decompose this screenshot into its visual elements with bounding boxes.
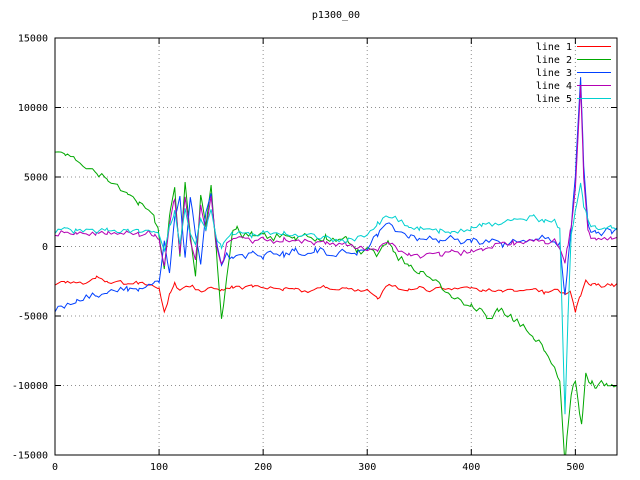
series-line-4: [55, 85, 617, 267]
chart-title: p1300_00: [311, 10, 361, 21]
series-line-2: [55, 151, 617, 455]
y-tick-label: -5000: [18, 312, 48, 323]
legend-entry: line 5: [536, 94, 611, 105]
series-line-1: [55, 275, 617, 314]
y-tick-label: 5000: [24, 173, 48, 184]
legend-label: line 5: [536, 94, 572, 105]
legend-entry: line 1: [536, 42, 611, 53]
legend-label: line 1: [536, 42, 572, 53]
legend-entry: line 3: [536, 68, 611, 79]
legend-label: line 2: [536, 55, 572, 66]
x-tick-label: 500: [566, 462, 584, 473]
y-tick-label: 0: [42, 242, 48, 253]
legend-label: line 4: [536, 81, 572, 92]
series-line-3: [55, 77, 617, 313]
y-tick-label: -15000: [12, 451, 48, 462]
series-group: [55, 77, 617, 455]
y-tick-label: 15000: [18, 34, 48, 45]
legend-label: line 3: [536, 68, 572, 79]
legend-entry: line 2: [536, 55, 611, 66]
legend: line 1 line 2 line 3 line 4 line 5: [536, 42, 611, 105]
x-tick-label: 300: [358, 462, 376, 473]
x-tick-label: 100: [150, 462, 168, 473]
x-tick-label: 0: [52, 462, 58, 473]
y-tick-label: -10000: [12, 381, 48, 392]
x-tick-label: 400: [462, 462, 480, 473]
legend-entry: line 4: [536, 81, 611, 92]
x-tick-label: 200: [254, 462, 272, 473]
series-line-5: [55, 182, 617, 415]
y-tick-label: 10000: [18, 103, 48, 114]
